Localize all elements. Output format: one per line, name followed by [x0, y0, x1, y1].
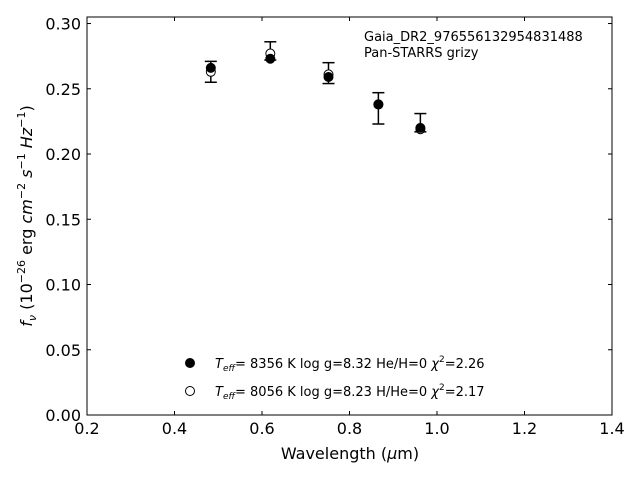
- x-tick-label: 0.6: [249, 419, 274, 438]
- y-label-e1: −26: [15, 260, 28, 283]
- y-tick-label: 0.05: [45, 341, 81, 360]
- y-label-open: (10: [17, 283, 36, 315]
- x-axis-label-mu: μ: [386, 444, 397, 463]
- x-tick-label: 1.4: [599, 419, 624, 438]
- y-tick-label: 0.10: [45, 276, 81, 295]
- legend-open-chiv: =2.17: [445, 385, 485, 400]
- y-label-s: s: [17, 170, 36, 183]
- legend-entry-open: Teff= 8056 K log g=8.23 H/He=0 χ2=2.17: [215, 383, 485, 402]
- y-label-mid: erg: [17, 224, 36, 260]
- legend-open-teff: T: [215, 385, 224, 400]
- legend-filled-teffsub: eff: [223, 364, 237, 374]
- y-tick-label: 0.30: [45, 15, 81, 34]
- model-point-filled: [373, 99, 384, 110]
- legend-entry-filled: Teff= 8356 K log g=8.32 He/H=0 χ2=2.26: [215, 355, 485, 374]
- legend-filled-chiv: =2.26: [445, 357, 485, 372]
- y-tick-label: 0.25: [45, 80, 81, 99]
- y-axis-label: fν (10−26 erg cm−2 s−1 Hz−1): [15, 105, 39, 326]
- plot-area: [204, 41, 427, 135]
- x-tick-label: 1.2: [512, 419, 537, 438]
- y-tick-label: 0.20: [45, 145, 81, 164]
- y-tick-label: 0.15: [45, 210, 81, 229]
- y-label-e2: −2: [15, 183, 28, 199]
- legend: Teff= 8356 K log g=8.32 He/H=0 χ2=2.26 T…: [185, 355, 485, 402]
- legend-marker-open: [185, 386, 195, 396]
- legend-filled-teff: T: [215, 357, 224, 372]
- x-axis-label: Wavelength (μm): [281, 444, 419, 463]
- y-label-cm: cm: [17, 199, 36, 223]
- model-point-filled: [323, 72, 334, 83]
- legend-filled-chi: χ: [430, 357, 440, 372]
- legend-open-chisup: 2: [439, 383, 445, 393]
- legend-open-eq: = 8056 K log g=8.23 H/He=0: [235, 385, 431, 400]
- model-point-filled: [415, 122, 426, 133]
- legend-marker-filled: [185, 358, 195, 368]
- y-label-hz: Hz: [17, 127, 36, 153]
- y-tick-label: 0.00: [45, 406, 81, 425]
- y-label-f: f: [17, 319, 36, 327]
- y-label-close: ): [17, 105, 36, 111]
- legend-filled-eq: = 8356 K log g=8.32 He/H=0: [235, 357, 431, 372]
- y-axis-ticks: 0.00 0.05 0.10 0.15 0.20 0.25 0.30: [45, 15, 612, 425]
- x-tick-label: 0.4: [162, 419, 187, 438]
- x-axis-label-main: Wavelength (: [281, 444, 387, 463]
- y-label-e3: −1: [15, 153, 28, 169]
- x-axis-ticks: 0.2 0.4 0.6 0.8 1.0 1.2 1.4: [74, 17, 625, 438]
- legend-open-teffsub: eff: [223, 392, 237, 402]
- y-label-fsub: ν: [26, 315, 39, 321]
- legend-open-chi: χ: [430, 385, 440, 400]
- plot-frame: [86, 16, 613, 416]
- x-tick-label: 0.8: [337, 419, 362, 438]
- annotation-survey: Pan-STARRS grizy: [364, 46, 479, 61]
- legend-filled-chisup: 2: [439, 355, 445, 365]
- annotation-source-id: Gaia_DR2_976556132954831488: [364, 30, 583, 45]
- model-point-filled: [205, 62, 216, 73]
- model-point-filled: [265, 53, 276, 64]
- x-axis-label-unit: m): [397, 444, 419, 463]
- x-tick-label: 0.2: [74, 419, 99, 438]
- x-tick-label: 1.0: [424, 419, 449, 438]
- y-label-e4: −1: [15, 112, 28, 128]
